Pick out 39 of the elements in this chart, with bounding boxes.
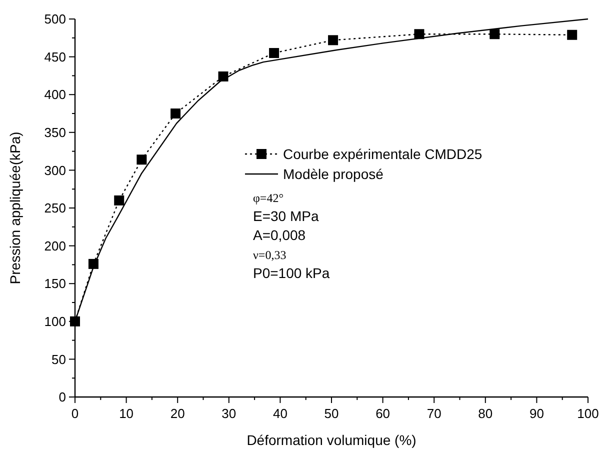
x-tick-label: 50 xyxy=(324,406,339,421)
x-tick-label: 10 xyxy=(119,406,134,421)
annotation: P0=100 kPa xyxy=(253,265,330,281)
annotation: E=30 MPa xyxy=(253,208,319,224)
x-tick-label: 80 xyxy=(478,406,493,421)
x-axis-title: Déformation volumique (%) xyxy=(246,432,416,448)
x-tick-label: 30 xyxy=(222,406,236,421)
y-tick-label: 350 xyxy=(44,124,66,140)
y-tick-label: 50 xyxy=(52,352,66,367)
x-tick-label: 40 xyxy=(272,406,288,421)
point xyxy=(414,29,424,40)
y-tick-label: 250 xyxy=(44,200,66,216)
y-tick-label: 450 xyxy=(44,49,66,64)
point xyxy=(269,48,280,58)
point xyxy=(114,195,124,206)
x-tick-label: 0 xyxy=(71,406,79,421)
y-tick-label: 500 xyxy=(44,12,66,27)
x-tick-label: 70 xyxy=(426,406,442,421)
annotation: A=0,008 xyxy=(253,227,306,243)
y-tick-label: 150 xyxy=(44,276,66,292)
legend-label: Courbe expérimentale CMDD25 xyxy=(283,146,482,162)
annotation: ν=0,33 xyxy=(253,248,286,262)
point xyxy=(490,29,500,40)
legend-label: Modèle proposé xyxy=(283,166,384,182)
y-axis-title: Pression appliquée(kPa) xyxy=(7,132,23,284)
point xyxy=(328,35,338,46)
y-tick-label: 400 xyxy=(44,87,66,102)
annotation: φ=42° xyxy=(253,191,284,205)
x-tick-label: 100 xyxy=(577,406,599,421)
point xyxy=(567,30,578,40)
y-tick-label: 300 xyxy=(44,162,66,178)
y-tick-label: 0 xyxy=(58,390,66,405)
point xyxy=(136,154,147,165)
point xyxy=(170,108,181,118)
x-tick-label: 20 xyxy=(170,406,185,421)
y-tick-label: 200 xyxy=(44,238,66,254)
x-tick-label: 90 xyxy=(529,406,544,421)
y-tick-label: 100 xyxy=(44,314,66,329)
x-tick-label: 60 xyxy=(376,406,390,421)
